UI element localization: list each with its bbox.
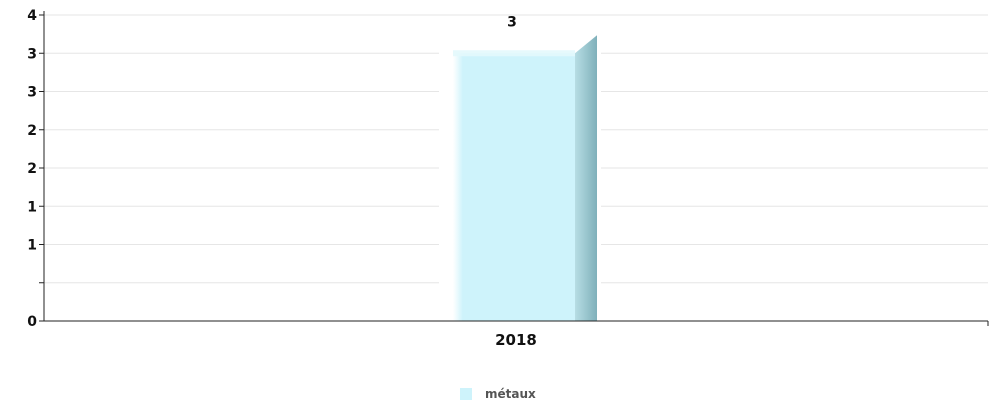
y-tick-label: 0 (27, 314, 37, 330)
y-tick-label: 1 (27, 199, 37, 215)
legend-label: métaux (485, 387, 536, 401)
bar-top-edge (453, 50, 575, 56)
y-axis: 4 3 3 2 2 1 1 0 (27, 8, 44, 330)
y-tick-label: 4 (27, 8, 37, 24)
y-tick-label: 3 (27, 85, 37, 101)
y-tick-label: 1 (27, 238, 37, 254)
legend-swatch (460, 388, 472, 400)
data-label: 3 (507, 14, 517, 30)
x-axis: 2018 (44, 321, 988, 349)
bar-2018 (453, 53, 575, 321)
bars: 3 (439, 14, 601, 321)
legend: métaux (460, 387, 536, 401)
y-tick-label: 2 (27, 161, 37, 177)
y-tick-label: 2 (27, 123, 37, 139)
bar-2018-side (575, 35, 597, 321)
y-tick-label: 3 (27, 46, 37, 62)
x-tick-label: 2018 (495, 331, 537, 349)
